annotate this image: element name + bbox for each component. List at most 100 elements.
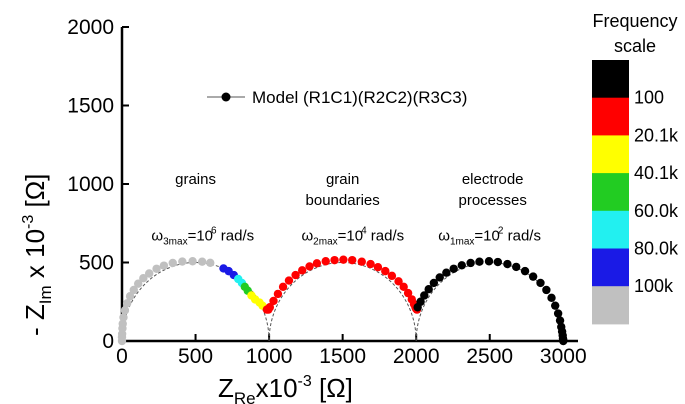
- scale-label: 40.1k: [634, 163, 679, 183]
- data-point: [399, 282, 408, 292]
- scale-band: [592, 248, 629, 287]
- region-label: boundaries: [306, 192, 380, 209]
- data-point: [269, 296, 278, 306]
- data-point: [442, 268, 451, 277]
- data-point: [297, 266, 307, 275]
- data-point: [429, 278, 439, 288]
- data-point: [424, 284, 433, 294]
- data-point: [159, 261, 169, 270]
- data-point: [528, 272, 538, 281]
- scale-label: 60.0k: [634, 201, 679, 221]
- data-point: [542, 285, 551, 295]
- data-point: [555, 316, 565, 325]
- x-tick-label: 2000: [393, 345, 440, 368]
- axes: 0 500 1000 1500 2000 0 500 1000 1500 2000 2500 3000…: [20, 16, 587, 404]
- data-point: [197, 257, 207, 266]
- x-tick-label: 3000: [540, 345, 587, 368]
- region-label: electrode: [462, 171, 524, 188]
- x-tick-label: 2500: [466, 345, 513, 368]
- data-point: [373, 263, 383, 272]
- data-point: [449, 264, 458, 273]
- scale-band: [592, 286, 629, 325]
- data-point: [133, 279, 143, 288]
- y-tick-label: 1500: [67, 95, 114, 118]
- omega-max-label: ω1max=102 rad/s: [438, 226, 541, 248]
- data-point: [551, 301, 560, 310]
- x-tick-label: 500: [178, 345, 213, 368]
- data-point: [139, 274, 148, 283]
- model-arc-2: [268, 262, 417, 342]
- data-point: [394, 277, 403, 286]
- scale-title: Frequency: [592, 11, 677, 31]
- y-tick-label: 0: [102, 330, 114, 353]
- data-point: [178, 257, 187, 266]
- data-point: [330, 255, 339, 265]
- x-axis-title: ZRex10-3 [Ω]: [218, 373, 353, 404]
- data-point: [120, 306, 130, 315]
- data-point: [466, 258, 475, 268]
- scale-band: [592, 97, 629, 136]
- data-point: [188, 257, 197, 266]
- omega-max-label: ω2max=104 rad/s: [301, 226, 404, 248]
- data-point: [284, 276, 294, 285]
- legend: Model (R1C1)(R2C2)(R3C3): [207, 88, 467, 107]
- frequency-scale: Frequency scale 100 20.1k 40.1k 60.0k 80.0k 100…: [592, 11, 679, 325]
- data-point: [265, 303, 275, 312]
- model-curves: [121, 262, 564, 342]
- data-point: [381, 266, 390, 276]
- data-point: [457, 261, 466, 270]
- y-tick-label: 2000: [67, 16, 114, 39]
- data-points: [117, 255, 568, 346]
- data-point: [493, 257, 503, 267]
- data-point: [536, 278, 545, 288]
- data-point: [305, 262, 314, 271]
- data-point: [168, 258, 177, 268]
- data-point: [312, 259, 322, 268]
- data-point: [435, 273, 444, 282]
- data-point: [512, 262, 521, 272]
- data-point: [520, 266, 530, 276]
- data-point: [118, 319, 127, 328]
- scale-band: [592, 135, 629, 174]
- data-point: [503, 259, 512, 269]
- scale-subtitle: scale: [614, 36, 656, 56]
- scale-label: 20.1k: [634, 125, 679, 145]
- scale-band: [592, 60, 629, 99]
- data-point: [547, 293, 556, 303]
- data-point: [475, 257, 484, 266]
- data-point: [152, 264, 161, 273]
- scale-label: 100: [634, 88, 664, 108]
- data-point: [129, 285, 138, 295]
- data-point: [348, 255, 357, 265]
- data-point: [291, 270, 300, 280]
- y-axis-title: - ZIm x 10-3 [Ω]: [20, 174, 55, 336]
- data-point: [145, 269, 154, 278]
- data-point: [119, 313, 128, 322]
- scale-band: [592, 210, 629, 249]
- region-label: grains: [175, 171, 216, 188]
- x-tick-label: 1500: [319, 345, 366, 368]
- data-point: [122, 299, 132, 308]
- data-point: [278, 282, 288, 292]
- omega-max-label: ω3max=106 rad/s: [151, 226, 254, 248]
- x-tick-label: 0: [116, 345, 128, 368]
- y-tick-label: 500: [79, 252, 114, 275]
- y-tick-label: 1000: [67, 173, 114, 196]
- legend-label: Model (R1C1)(R2C2)(R3C3): [252, 88, 467, 107]
- scale-label: 100k: [634, 276, 674, 296]
- data-point: [387, 271, 397, 281]
- data-point: [206, 258, 215, 268]
- data-point: [321, 257, 330, 266]
- data-point: [484, 257, 494, 266]
- data-point: [339, 255, 348, 264]
- region-label: grain: [326, 171, 359, 188]
- region-label: processes: [458, 192, 526, 209]
- data-point: [125, 292, 135, 301]
- data-point: [357, 257, 366, 266]
- scale-label: 80.0k: [634, 239, 679, 259]
- scale-band: [592, 173, 629, 212]
- data-point: [273, 289, 283, 299]
- data-point: [420, 291, 429, 300]
